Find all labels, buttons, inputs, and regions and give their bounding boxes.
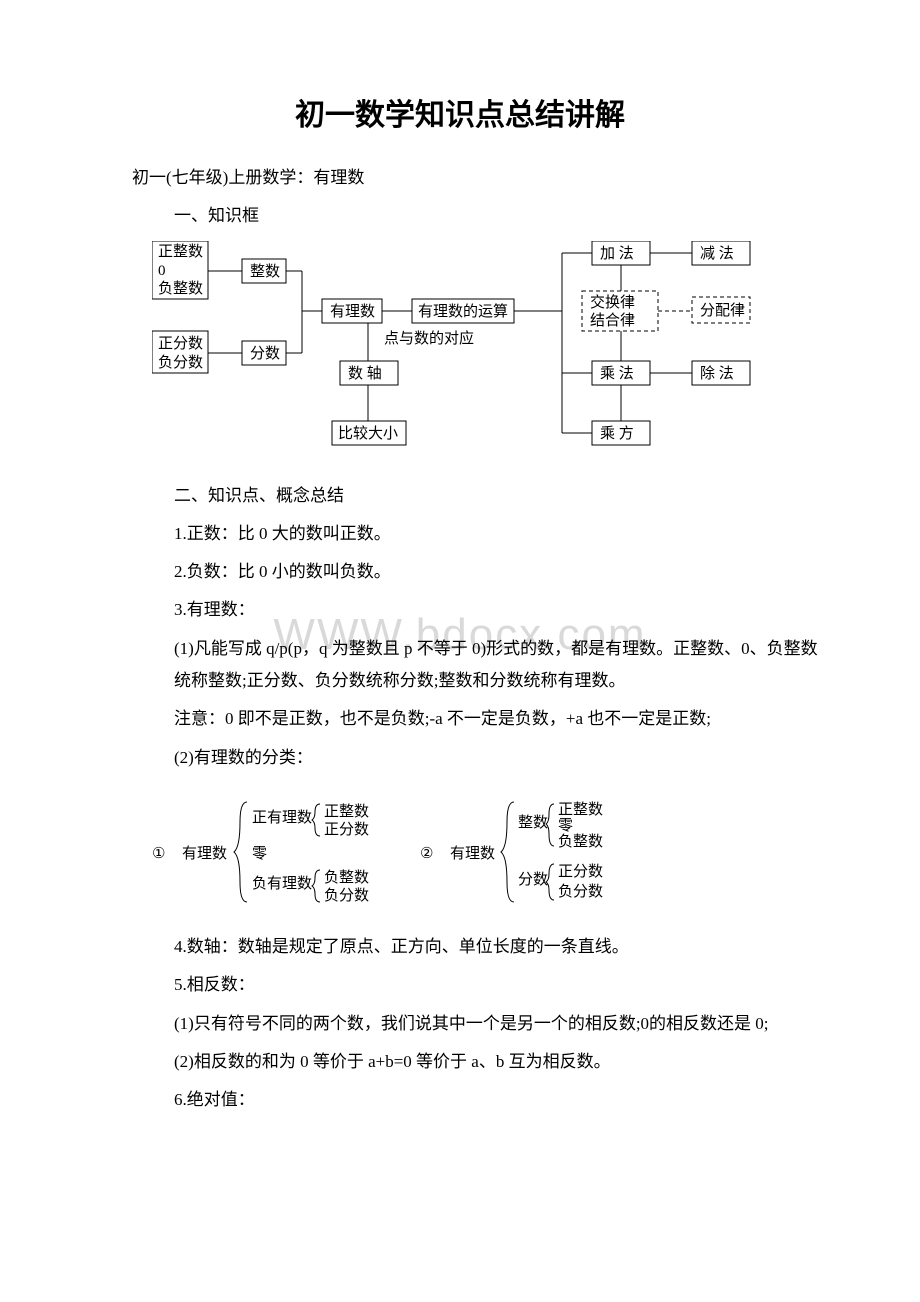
d2-c2: 分数 [518, 871, 548, 888]
d2-lab1: ① [152, 846, 165, 862]
p3: 3.有理数： [90, 594, 830, 626]
d2-d4: 正分数 [558, 863, 603, 880]
d1-n1b: 0 [158, 263, 166, 279]
p7: 4.数轴：数轴是规定了原点、正方向、单位长度的一条直线。 [90, 931, 830, 963]
d2-d3: 负整数 [558, 833, 603, 850]
p1: 1.正数：比 0 大的数叫正数。 [90, 518, 830, 550]
p11: 6.绝对值： [90, 1084, 830, 1116]
d2-b3: 负整数 [324, 869, 369, 886]
d1-n11: 减 法 [700, 245, 734, 262]
d2-d5: 负分数 [558, 883, 603, 900]
p9: (1)只有符号不同的两个数，我们说其中一个是另一个的相反数;0的相反数还是 0; [90, 1008, 830, 1040]
d2-b1: 正整数 [324, 803, 369, 820]
d1-n1a: 正整数 [158, 243, 203, 260]
p4-text: (1)凡能写成 q/p(p，q 为整数且 p 不等于 0)形式的数，都是有理数。… [174, 639, 818, 690]
d1-n6: 有理数的运算 [418, 302, 508, 320]
d2-b2: 正分数 [324, 821, 369, 838]
d1-n4: 分数 [250, 345, 280, 362]
d1-n13: 分配律 [700, 302, 745, 319]
d2-lab2: ② [420, 846, 433, 862]
d2-d2: 零 [558, 818, 573, 834]
d1-n9: 比较大小 [338, 424, 398, 442]
d2-a1: 正有理数 [252, 809, 312, 826]
p8: 5.相反数： [90, 969, 830, 1001]
p10: (2)相反数的和为 0 等价于 a+b=0 等价于 a、b 互为相反数。 [90, 1046, 830, 1078]
d1-n1c: 负整数 [158, 280, 203, 297]
page-title: 初一数学知识点总结讲解 [90, 90, 830, 134]
p4-line1: (1)凡能写成 q/p(p，q 为整数且 p 不等于 0)形式的数，都是有理数。… [90, 633, 830, 698]
d1-n16: 乘 方 [600, 425, 634, 442]
p2: 2.负数：比 0 小的数叫负数。 [90, 556, 830, 588]
knowledge-frame-diagram: 正整数 0 负整数 整数 正分数 负分数 分数 有理数 有理数的运算 点与数的对… [152, 241, 830, 466]
d1-n5: 有理数 [330, 303, 375, 320]
d1-n8: 数 轴 [348, 365, 382, 382]
d1-n2: 整数 [250, 263, 280, 280]
d1-n3b: 负分数 [158, 354, 203, 371]
d1-n10: 加 法 [600, 245, 634, 262]
section-1-heading: 一、知识框 [90, 200, 830, 232]
d2-a3: 负有理数 [252, 875, 312, 892]
d1-n14: 乘 法 [600, 365, 634, 382]
d1-n3a: 正分数 [158, 335, 203, 352]
classification-diagram: ① 有理数 正有理数 零 负有理数 正整数 正分数 负整数 负分数 ② 有理数 … [152, 792, 830, 917]
d1-n7: 点与数的对应 [384, 329, 474, 347]
p5: 注意：0 即不是正数，也不是负数;-a 不一定是负数，+a 也不一定是正数; [90, 703, 830, 735]
subtitle: 初一(七年级)上册数学：有理数 [90, 162, 830, 194]
p6: (2)有理数的分类： [90, 742, 830, 774]
d1-n15: 除 法 [700, 365, 734, 382]
d2-c1: 整数 [518, 814, 548, 831]
d1-n12a: 交换律 [590, 293, 635, 311]
d2-d1: 正整数 [558, 801, 603, 818]
d2-yl2: 有理数 [450, 845, 495, 862]
section-2-heading: 二、知识点、概念总结 [90, 480, 830, 512]
d2-yl1: 有理数 [182, 845, 227, 862]
d1-n12b: 结合律 [590, 312, 635, 329]
d2-a2: 零 [252, 846, 267, 862]
d2-b4: 负分数 [324, 887, 369, 904]
